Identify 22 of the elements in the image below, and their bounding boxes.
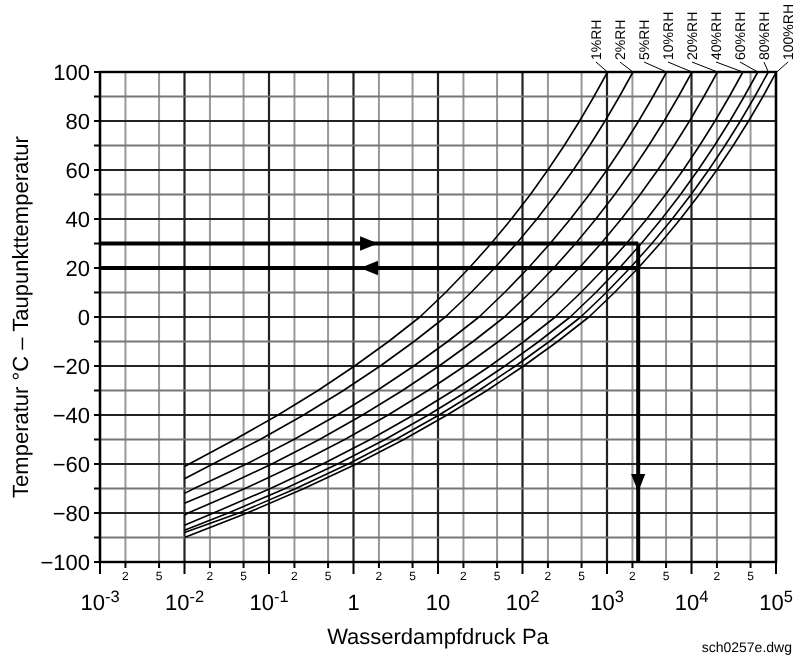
x-tick-label: 1 [347, 592, 360, 616]
y-tick-label: −80 [52, 502, 90, 527]
y-tick-label: 0 [77, 306, 90, 331]
y-tick-label: −100 [40, 551, 90, 576]
y-tick-label: 60 [65, 159, 90, 184]
y-tick-label: 80 [65, 110, 90, 135]
y-tick-label: 100 [53, 61, 90, 86]
x-tick-label: 10$^{-3}$ [80, 587, 121, 616]
y-tick-label: −40 [52, 404, 90, 429]
y-tick-label: −20 [52, 355, 90, 380]
y-tick-label: 40 [65, 208, 90, 233]
y-tick-label: −60 [52, 453, 90, 478]
x-tick-label: 10$^{3}$ [590, 587, 625, 616]
x-axis-title: Wasserdampfdruck Pa [327, 626, 551, 650]
x-tick-label: 10$^{2}$ [505, 587, 541, 616]
x-tick-label: 10$^{-1}$ [249, 587, 290, 616]
x-tick-label: 10$^{5}$ [759, 587, 794, 616]
y-tick-label: 20 [65, 257, 90, 282]
x-tick-label: 10 [425, 592, 451, 616]
x-tick-label: 10$^{4}$ [674, 587, 710, 616]
y-axis-title: Temperatur °C – Taupunkttemperatur [10, 135, 34, 498]
x-tick-label: 10$^{-2}$ [164, 587, 205, 616]
